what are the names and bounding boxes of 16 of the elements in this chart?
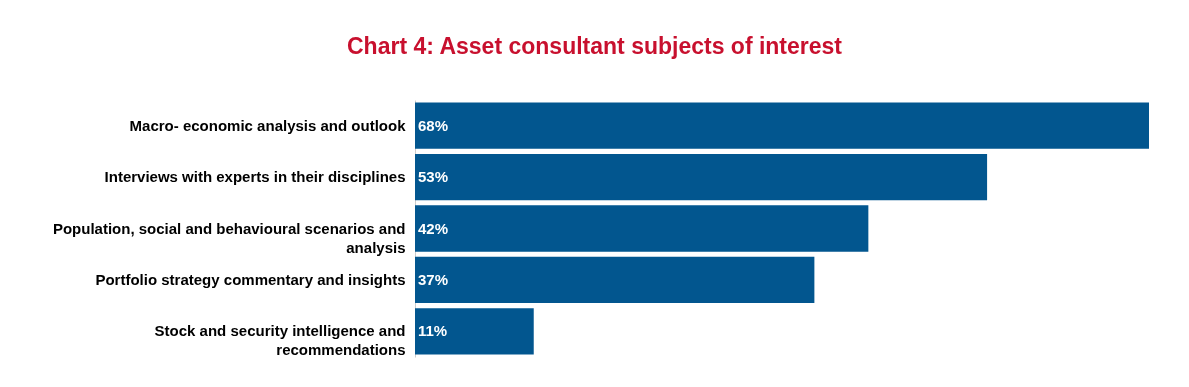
bar [415,308,534,355]
data-label: 68% [418,116,449,134]
data-label: 37% [418,270,449,288]
bar [415,205,869,252]
bar [415,102,1149,149]
data-label: 11% [418,322,448,340]
data-label: 42% [418,219,449,237]
y-tick-label: Interviews with experts in their disciplines [104,168,406,186]
y-tick-label: Population, social and behavioural scenarios and analysis [52,219,406,256]
data-label: 53% [418,168,449,186]
y-tick-label: Macro- economic analysis and outlook [129,116,407,134]
y-tick-label: Stock and security intelligence and recommendations [154,322,406,359]
bar [415,153,988,201]
bar [415,256,815,304]
y-tick-label: Portfolio strategy commentary and insights [95,270,406,288]
chart-title: Chart 4: Asset consultant subjects of interest [346,32,843,61]
